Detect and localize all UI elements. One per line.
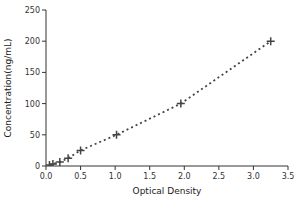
y-tick-label: 0 <box>35 162 40 171</box>
chart-container: 0.0 0.5 1.0 1.5 2.0 2.5 3.0 3.5 0 50 100 150 200 250 O… <box>0 0 300 200</box>
x-axis-line <box>46 166 288 167</box>
y-tick-label: 50 <box>30 131 40 140</box>
data-point <box>77 146 85 154</box>
x-tick <box>218 166 219 170</box>
y-tick <box>42 134 46 135</box>
x-tick-label: 2.5 <box>212 172 225 181</box>
data-point <box>64 154 72 162</box>
plot-area <box>46 37 275 166</box>
x-tick <box>149 166 150 170</box>
y-tick <box>42 72 46 73</box>
x-tick <box>253 166 254 170</box>
data-point <box>177 100 185 108</box>
x-tick <box>46 166 47 170</box>
data-line <box>49 41 270 165</box>
x-tick <box>184 166 185 170</box>
y-tick <box>42 41 46 42</box>
y-tick <box>42 10 46 11</box>
x-tick-label: 2.0 <box>178 172 191 181</box>
x-tick <box>80 166 81 170</box>
y-tick-label: 250 <box>25 6 40 15</box>
x-tick <box>288 166 289 170</box>
chart: 0.0 0.5 1.0 1.5 2.0 2.5 3.0 3.5 0 50 100 150 200 250 O… <box>0 0 300 200</box>
data-point <box>267 37 275 45</box>
x-tick-label: 0.5 <box>74 172 87 181</box>
y-tick-label: 150 <box>25 68 40 77</box>
x-tick-label: 3.5 <box>282 172 295 181</box>
data-point <box>49 160 57 166</box>
data-point <box>56 158 64 166</box>
x-tick-label: 3.0 <box>247 172 260 181</box>
y-tick-label: 200 <box>25 37 40 46</box>
y-axis-line <box>46 10 47 166</box>
x-tick-label: 1.0 <box>109 172 122 181</box>
y-tick <box>42 166 46 167</box>
data-point <box>113 131 121 139</box>
x-tick <box>115 166 116 170</box>
x-axis-label: Optical Density <box>133 186 203 196</box>
x-tick-label: 1.5 <box>143 172 156 181</box>
y-tick-label: 100 <box>25 100 40 109</box>
x-tick-label: 0.0 <box>40 172 53 181</box>
y-axis-label: Concentration(ng/mL) <box>3 39 13 138</box>
y-tick <box>42 103 46 104</box>
